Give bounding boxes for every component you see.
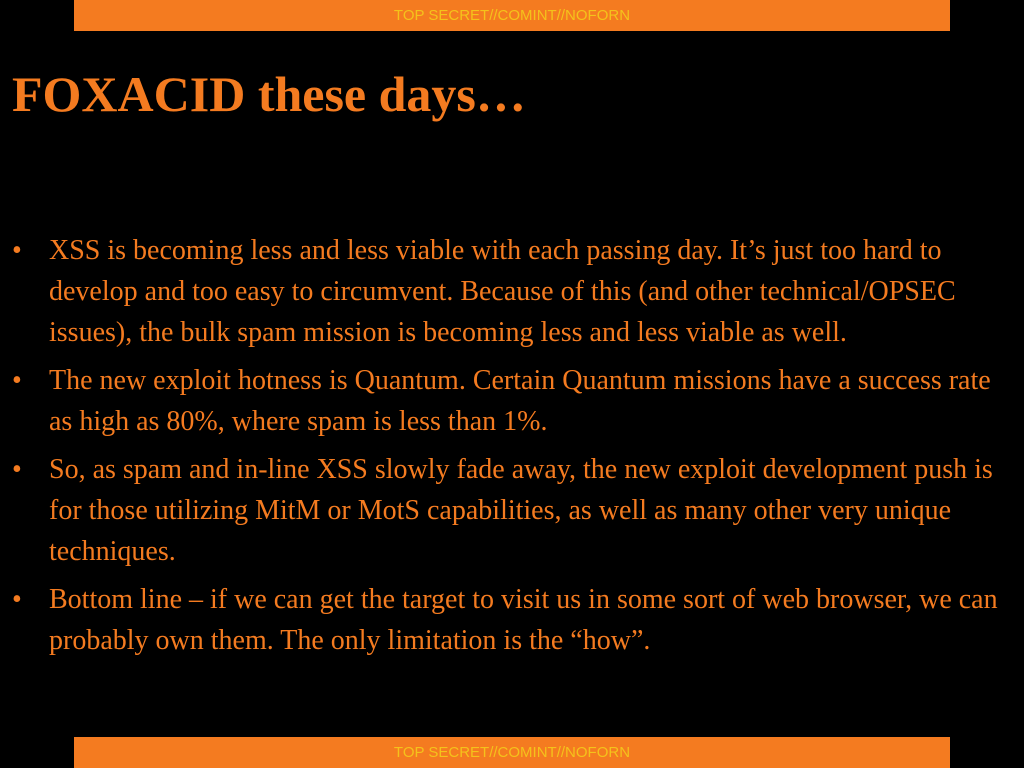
bullet-item: • The new exploit hotness is Quantum. Ce… <box>12 360 1016 442</box>
bullet-icon: • <box>12 365 22 396</box>
classification-banner-bottom: TOP SECRET//COMINT//NOFORN <box>74 737 950 768</box>
bullet-item: • Bottom line – if we can get the target… <box>12 579 1016 661</box>
bullet-text: So, as spam and in-line XSS slowly fade … <box>49 454 993 567</box>
bullet-list: • XSS is becoming less and less viable w… <box>12 230 1016 668</box>
bullet-text: The new exploit hotness is Quantum. Cert… <box>49 365 991 437</box>
bullet-item: • So, as spam and in-line XSS slowly fad… <box>12 449 1016 572</box>
bullet-text: XSS is becoming less and less viable wit… <box>49 235 956 348</box>
classification-banner-top: TOP SECRET//COMINT//NOFORN <box>74 0 950 31</box>
bullet-text: Bottom line – if we can get the target t… <box>49 584 998 656</box>
bullet-item: • XSS is becoming less and less viable w… <box>12 230 1016 353</box>
bullet-icon: • <box>12 235 22 266</box>
bullet-icon: • <box>12 454 22 485</box>
slide-title: FOXACID these days… <box>12 66 526 122</box>
bullet-icon: • <box>12 584 22 615</box>
